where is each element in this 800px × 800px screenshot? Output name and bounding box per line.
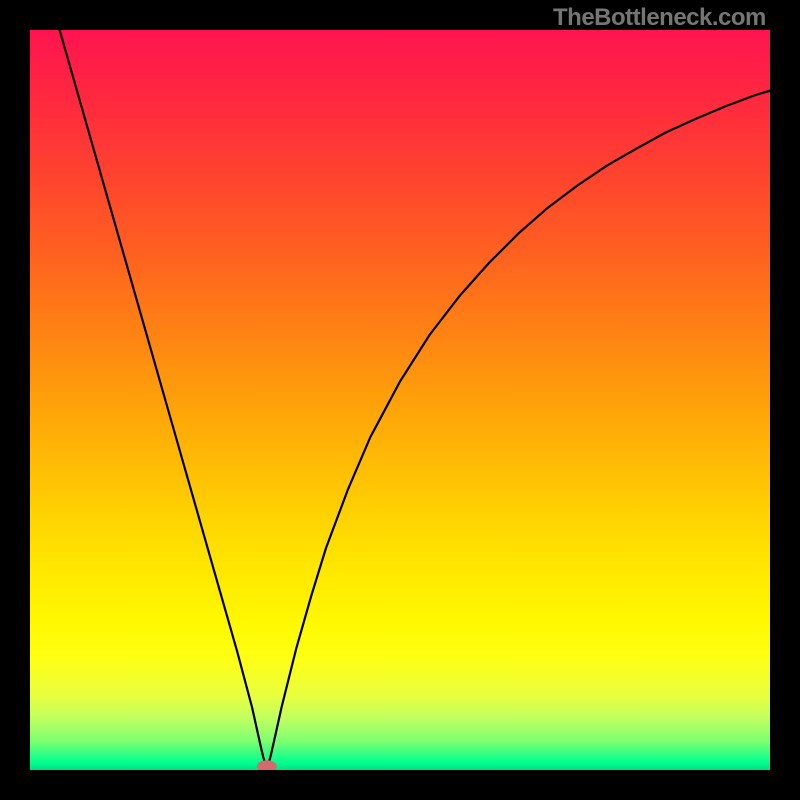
watermark: TheBottleneck.com xyxy=(553,4,766,32)
chart-area xyxy=(30,30,770,770)
gradient-background xyxy=(30,30,770,770)
chart-svg xyxy=(30,30,770,770)
